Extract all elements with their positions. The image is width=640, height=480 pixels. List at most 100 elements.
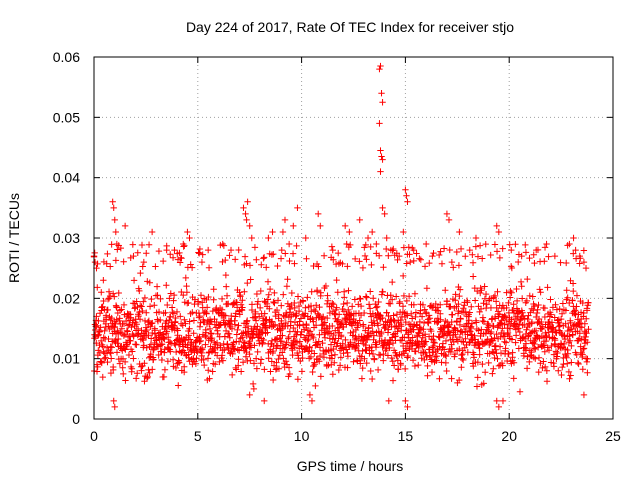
data-point (240, 204, 247, 212)
data-point (421, 330, 429, 338)
data-point (272, 366, 280, 373)
data-point (583, 330, 590, 337)
data-point (148, 228, 156, 236)
data-point (333, 276, 340, 284)
data-point (531, 259, 538, 267)
data-point (405, 292, 413, 300)
data-point (503, 304, 510, 312)
data-point (321, 319, 329, 326)
data-point (120, 370, 127, 378)
data-point (394, 328, 401, 335)
data-point (316, 352, 324, 360)
data-point (122, 377, 129, 384)
data-point (170, 291, 178, 299)
data-point (456, 292, 463, 300)
data-point (235, 322, 242, 329)
data-point (567, 372, 574, 379)
data-point (321, 330, 328, 338)
data-point (474, 359, 482, 366)
data-point (265, 234, 272, 242)
data-point (501, 321, 508, 328)
data-point (122, 346, 129, 353)
data-point (94, 363, 101, 371)
data-point (234, 362, 242, 369)
data-point (377, 351, 384, 359)
data-point (576, 260, 583, 267)
data-point (98, 359, 105, 367)
data-point (287, 305, 294, 313)
data-point (260, 255, 267, 262)
data-point (240, 339, 248, 346)
data-point (399, 303, 407, 310)
data-point (380, 357, 387, 364)
data-point (526, 292, 533, 300)
data-point (385, 397, 392, 405)
data-point (319, 313, 327, 321)
data-point (294, 293, 302, 300)
data-point (576, 323, 584, 331)
data-point (488, 316, 495, 323)
data-point (303, 322, 310, 329)
data-point (148, 320, 155, 327)
data-point (91, 249, 98, 257)
data-point (408, 315, 416, 322)
data-point (280, 291, 287, 298)
data-point (413, 321, 420, 328)
data-point (116, 360, 124, 367)
data-point (173, 308, 181, 316)
data-point (274, 262, 281, 270)
data-point (216, 322, 223, 329)
data-point (228, 371, 236, 379)
data-point (388, 296, 396, 303)
data-point (493, 222, 500, 230)
data-point (466, 246, 473, 254)
data-point (342, 336, 349, 344)
data-point (111, 403, 118, 411)
data-point (583, 307, 591, 314)
data-point (584, 355, 591, 363)
data-point (140, 258, 148, 266)
data-point (196, 245, 204, 253)
data-point (133, 298, 140, 305)
y-tick-label: 0.03 (53, 230, 80, 246)
data-point (379, 288, 386, 296)
data-points (90, 62, 592, 411)
data-point (95, 317, 102, 325)
data-point (327, 330, 335, 337)
data-point (378, 90, 385, 97)
data-point (333, 317, 341, 325)
data-point (570, 234, 577, 242)
data-point (306, 391, 314, 399)
data-point (345, 287, 352, 294)
data-point (545, 328, 552, 336)
data-point (559, 300, 567, 307)
data-point (365, 333, 373, 341)
data-point (401, 365, 409, 373)
data-point (222, 312, 229, 319)
data-point (488, 328, 495, 336)
data-point (172, 314, 179, 322)
data-point (242, 353, 250, 360)
data-point (334, 324, 341, 332)
data-point (109, 290, 117, 297)
data-point (357, 357, 364, 364)
data-point (515, 325, 522, 332)
data-point (204, 355, 212, 362)
data-point (312, 322, 320, 329)
data-point (541, 363, 549, 371)
data-point (476, 242, 484, 249)
data-point (556, 321, 564, 329)
data-point (430, 332, 437, 340)
data-point (403, 260, 410, 267)
data-point (256, 340, 263, 347)
data-point (357, 295, 364, 303)
data-point (506, 241, 513, 248)
data-point (345, 306, 352, 314)
data-point (440, 324, 447, 332)
data-point (297, 315, 305, 322)
data-point (435, 251, 443, 259)
data-point (280, 345, 288, 352)
data-point (410, 301, 418, 308)
data-point (157, 295, 164, 303)
data-point (107, 369, 115, 377)
